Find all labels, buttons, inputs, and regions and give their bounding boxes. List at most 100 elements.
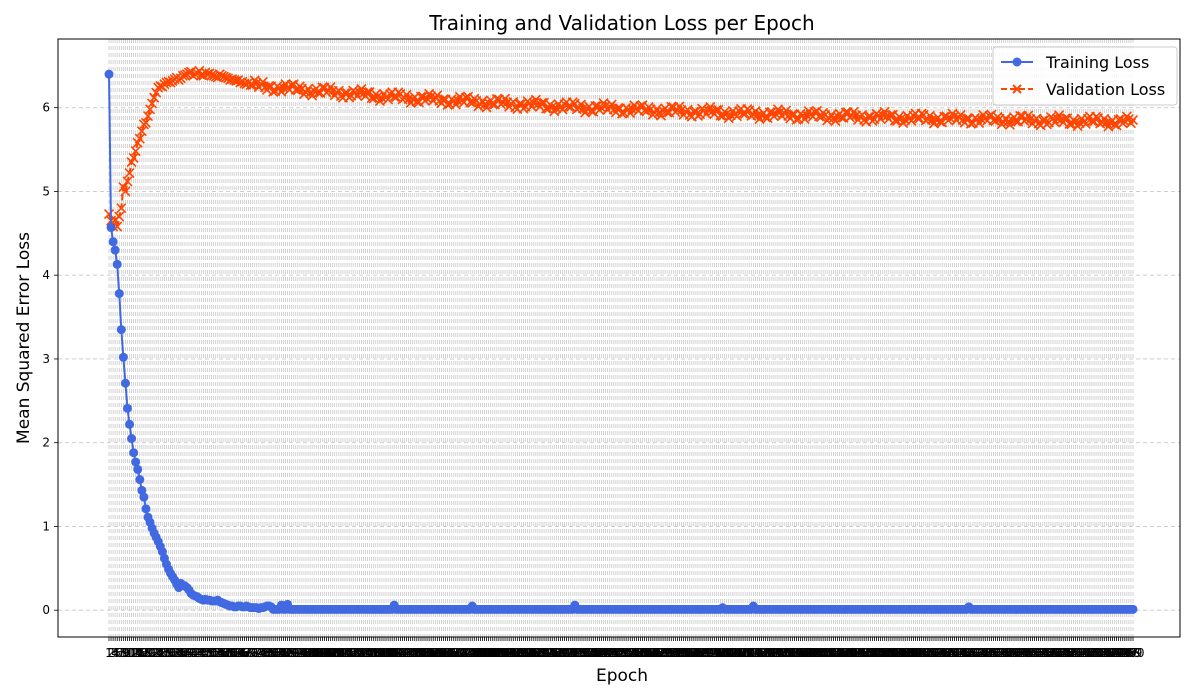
x-tick-label: 207 bbox=[520, 646, 543, 660]
training-loss-point bbox=[135, 475, 145, 485]
x-tick-label: 476 bbox=[1072, 646, 1095, 660]
x-tick-label: 302 bbox=[715, 646, 738, 660]
x-tick-label: 47 bbox=[196, 646, 211, 660]
x-tick-label: 41 bbox=[183, 646, 198, 660]
x-tick-label: 480 bbox=[1081, 646, 1104, 660]
x-tick-label: 301 bbox=[713, 646, 736, 660]
validation-loss-point bbox=[791, 114, 802, 125]
validation-loss-point bbox=[1127, 115, 1139, 126]
x-tick-label: 307 bbox=[725, 646, 748, 660]
x-tick-label: 87 bbox=[278, 646, 293, 660]
validation-loss-point bbox=[124, 167, 135, 179]
x-tick-label: 56 bbox=[214, 646, 229, 660]
x-tick-label: 57 bbox=[216, 646, 231, 660]
x-tick-label: 482 bbox=[1085, 646, 1108, 660]
x-tick-label: 196 bbox=[498, 646, 521, 660]
x-tick-label: 169 bbox=[442, 646, 465, 660]
x-tick-label: 46 bbox=[194, 646, 209, 660]
x-tick-label: 179 bbox=[463, 646, 486, 660]
x-tick-label: 120 bbox=[342, 646, 365, 660]
x-tick-label: 121 bbox=[344, 646, 367, 660]
x-tick-label: 7 bbox=[117, 646, 125, 660]
x-tick-label: 99 bbox=[302, 646, 317, 660]
x-tick-label: 332 bbox=[777, 646, 800, 660]
x-tick-label: 436 bbox=[990, 646, 1013, 660]
x-tick-label: 312 bbox=[736, 646, 759, 660]
x-tick-label: 453 bbox=[1025, 646, 1048, 660]
x-tick-label: 86 bbox=[276, 646, 291, 660]
x-tick-label: 143 bbox=[389, 646, 412, 660]
x-tick-label: 432 bbox=[982, 646, 1005, 660]
x-tick-label: 497 bbox=[1115, 646, 1138, 660]
series-layer bbox=[103, 65, 1139, 614]
x-tick-label: 178 bbox=[461, 646, 484, 660]
x-tick-label: 172 bbox=[448, 646, 471, 660]
x-tick-label: 394 bbox=[904, 646, 927, 660]
x-tick-label: 190 bbox=[485, 646, 508, 660]
x-tick-label: 200 bbox=[506, 646, 529, 660]
x-tick-label: 267 bbox=[643, 646, 666, 660]
x-tick-label: 400 bbox=[916, 646, 939, 660]
x-tick-label: 258 bbox=[625, 646, 648, 660]
x-tick-label: 59 bbox=[220, 646, 235, 660]
x-tick-label: 232 bbox=[572, 646, 595, 660]
x-tick-label: 157 bbox=[418, 646, 441, 660]
x-tick-label: 127 bbox=[356, 646, 379, 660]
x-tick-label: 422 bbox=[961, 646, 984, 660]
training-loss-point bbox=[1128, 604, 1138, 614]
x-tick-label: 52 bbox=[206, 646, 221, 660]
validation-loss-point bbox=[161, 77, 172, 88]
y-axis-label: Mean Squared Error Loss bbox=[14, 232, 34, 444]
x-tick-label: 281 bbox=[672, 646, 695, 660]
validation-loss-point bbox=[1080, 118, 1091, 129]
x-tick-label: 396 bbox=[908, 646, 931, 660]
x-tick-label: 50 bbox=[202, 646, 217, 660]
x-tick-label: 291 bbox=[693, 646, 716, 660]
x-tick-label: 10 bbox=[120, 646, 135, 660]
x-tick-label: 145 bbox=[393, 646, 416, 660]
x-tick-label: 443 bbox=[1005, 646, 1028, 660]
validation-loss-point bbox=[128, 152, 139, 163]
x-tick-label: 475 bbox=[1070, 646, 1093, 660]
validation-loss-point bbox=[965, 118, 976, 129]
x-tick-label: 42 bbox=[185, 646, 200, 660]
x-tick-label: 214 bbox=[535, 646, 558, 660]
x-tick-label: 23 bbox=[147, 646, 162, 660]
x-tick-label: 15 bbox=[130, 646, 145, 660]
plot-frame bbox=[57, 38, 1181, 638]
x-tick-label: 321 bbox=[754, 646, 777, 660]
x-tick-label: 259 bbox=[627, 646, 650, 660]
validation-loss-point bbox=[463, 91, 474, 102]
x-tick-label: 149 bbox=[401, 646, 424, 660]
x-tick-label: 300 bbox=[711, 646, 734, 660]
validation-loss-point bbox=[257, 76, 268, 88]
x-tick-label: 94 bbox=[292, 646, 307, 660]
x-tick-label: 481 bbox=[1083, 646, 1106, 660]
x-tick-label: 368 bbox=[851, 646, 874, 660]
x-tick-label: 221 bbox=[549, 646, 572, 660]
x-tick-label: 298 bbox=[707, 646, 730, 660]
x-tick-label: 262 bbox=[633, 646, 656, 660]
training-loss-point bbox=[106, 222, 116, 232]
x-tick-label: 376 bbox=[867, 646, 890, 660]
x-tick-label: 73 bbox=[249, 646, 264, 660]
validation-loss-point bbox=[134, 133, 145, 144]
x-tick-label: 496 bbox=[1113, 646, 1136, 660]
x-tick-label: 130 bbox=[362, 646, 385, 660]
x-tick-label: 435 bbox=[988, 646, 1011, 660]
x-tick-label: 212 bbox=[531, 646, 554, 660]
x-tick-label: 215 bbox=[537, 646, 560, 660]
x-tick-label: 417 bbox=[951, 646, 974, 660]
x-tick-label: 220 bbox=[547, 646, 570, 660]
validation-loss-point bbox=[1062, 113, 1073, 124]
x-tick-label: 365 bbox=[845, 646, 868, 660]
x-tick-label: 174 bbox=[453, 646, 476, 660]
x-tick-label: 222 bbox=[551, 646, 574, 660]
x-tick-label: 399 bbox=[914, 646, 937, 660]
x-tick-label: 420 bbox=[957, 646, 980, 660]
x-tick-label: 273 bbox=[656, 646, 679, 660]
x-tick-label: 119 bbox=[340, 646, 363, 660]
x-tick-label: 51 bbox=[204, 646, 219, 660]
x-tick-label: 378 bbox=[871, 646, 894, 660]
x-tick-label: 187 bbox=[479, 646, 502, 660]
